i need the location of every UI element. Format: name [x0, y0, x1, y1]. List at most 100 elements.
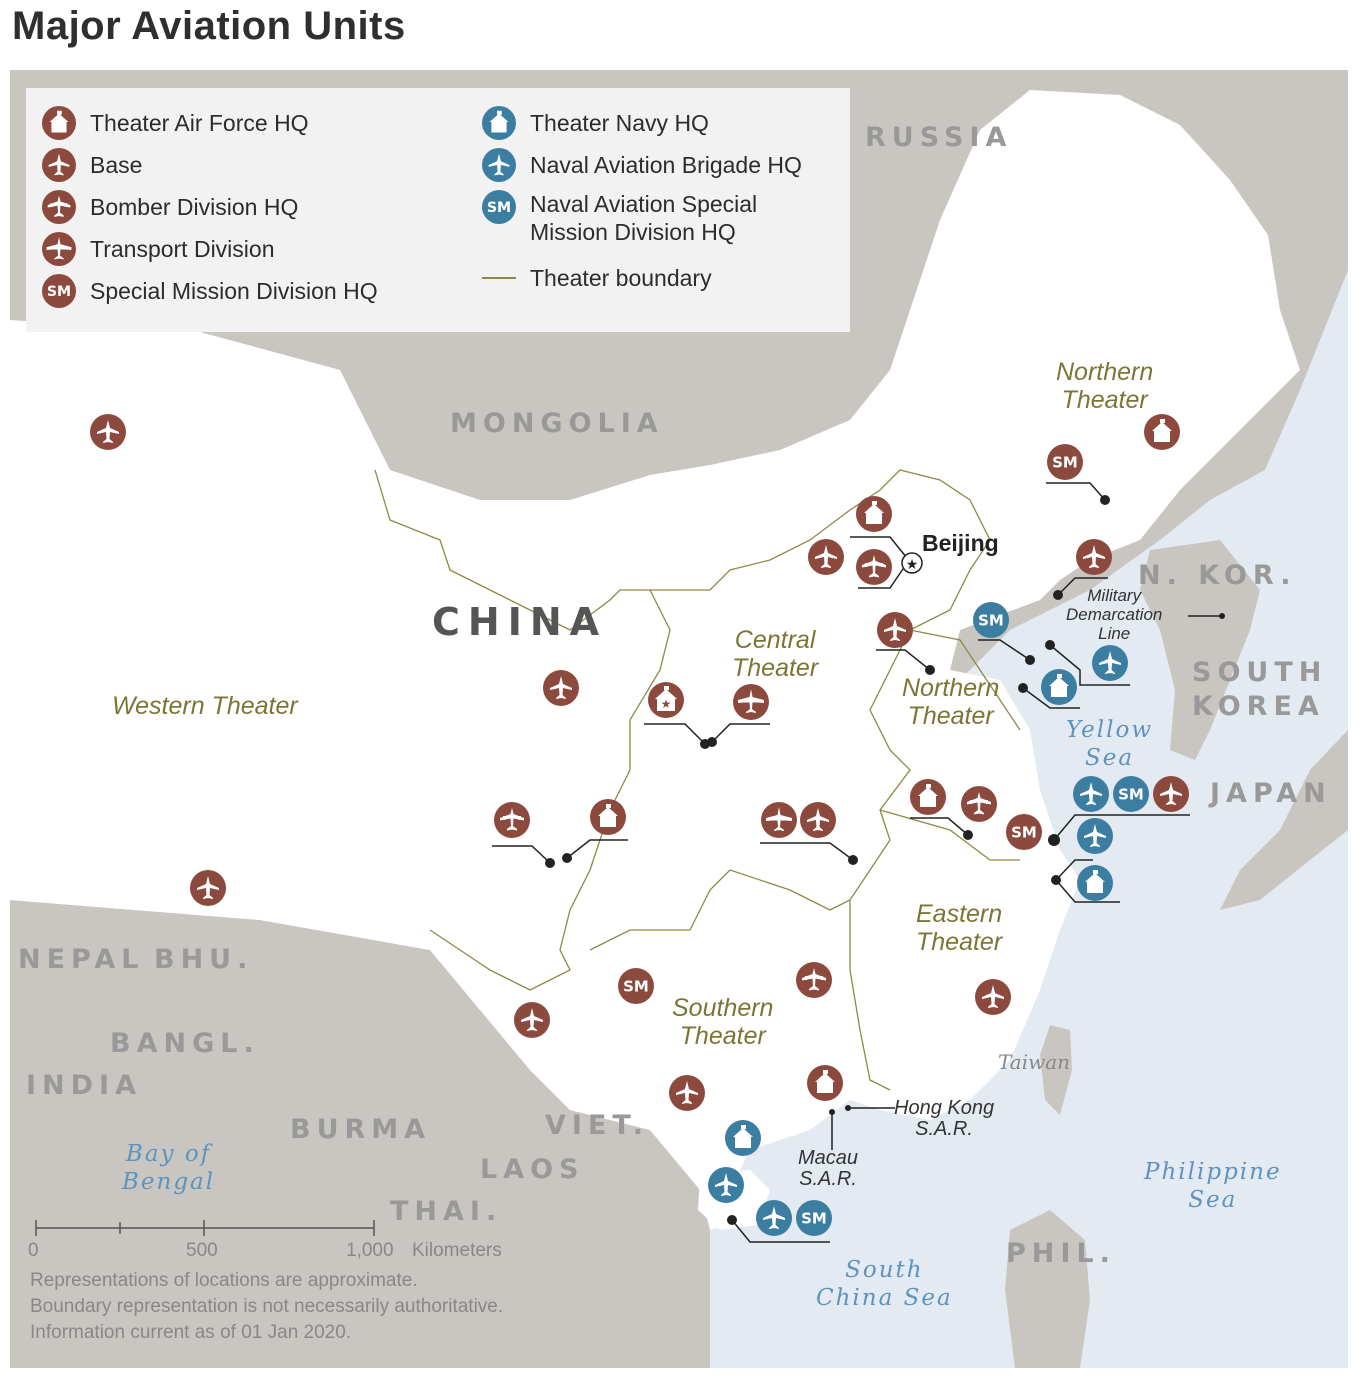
label-line: KOREA — [1192, 691, 1325, 722]
bomber-icon — [961, 786, 997, 822]
label-thailand: THAI. — [390, 1196, 503, 1227]
label-northern-theater-2: Northern Theater — [902, 674, 999, 730]
theater-hq-icon — [807, 1065, 843, 1101]
label-line: Sea — [1188, 1187, 1238, 1213]
label-line: Bay of — [125, 1141, 212, 1167]
taiwan — [1040, 1025, 1072, 1115]
label-philippine-sea: Philippine Sea — [1144, 1158, 1282, 1214]
map-title: Major Aviation Units — [12, 4, 406, 48]
legend: Theater Air Force HQ Base Bomber Divisio… — [26, 88, 850, 332]
label-western-theater: Western Theater — [112, 692, 298, 720]
label-india: INDIA — [26, 1070, 142, 1101]
base-icon — [90, 414, 126, 450]
label-burma: BURMA — [290, 1114, 432, 1145]
label-taiwan: Taiwan — [998, 1050, 1071, 1074]
navy-hq-icon — [1077, 865, 1113, 901]
legend-boundary: Theater boundary — [482, 264, 712, 292]
legend-label: Naval Aviation Brigade HQ — [530, 152, 802, 178]
naval-brigade-icon — [1077, 818, 1113, 854]
label-bhutan: BHU. — [154, 944, 254, 975]
scale-bar — [35, 1220, 375, 1236]
label-line: Hong Kong — [894, 1097, 995, 1119]
theater-hq-icon — [590, 799, 626, 835]
label-philippines: PHIL. — [1006, 1238, 1116, 1269]
beijing-star-icon: ★ — [901, 552, 923, 574]
legend-naval-special: SM Naval Aviation Special Mission Divisio… — [482, 190, 757, 246]
label-line: S.A.R. — [799, 1168, 857, 1190]
boundary-line-icon — [482, 277, 516, 279]
label-line: South — [845, 1257, 924, 1283]
label-japan: JAPAN — [1210, 778, 1332, 809]
legend-base: Base — [42, 148, 142, 182]
theater-hq-icon — [1144, 414, 1180, 450]
label-line: China Sea — [816, 1285, 953, 1311]
map-area: ★ Theater Air Force HQ Base Bomber Divis… — [10, 70, 1348, 1368]
svg-text:SM: SM — [1118, 786, 1144, 804]
label-mongolia: MONGOLIA — [450, 408, 664, 439]
label-central-theater: Central Theater — [732, 626, 818, 682]
label-eastern-theater: Eastern Theater — [916, 900, 1002, 956]
base-icon — [808, 539, 844, 575]
naval-brigade-icon — [756, 1200, 792, 1236]
label-line: Theater — [732, 654, 819, 682]
naval-brigade-icon — [1092, 645, 1128, 681]
leader-lines — [492, 482, 1222, 1243]
legend-special: SM Special Mission Division HQ — [42, 274, 378, 308]
legend-label-line: Naval Aviation Special — [530, 191, 758, 217]
special-mission-icon: SM — [42, 274, 76, 308]
navy-hq-icon — [482, 106, 516, 140]
legend-label: Theater Navy HQ — [530, 110, 709, 136]
label-bay-of-bengal: Bay of Bengal — [122, 1140, 215, 1196]
base-icon — [669, 1075, 705, 1111]
svg-text:★: ★ — [661, 697, 672, 711]
navy-hq-icon — [1041, 669, 1077, 705]
label-line: Southern — [672, 994, 774, 1022]
label-south-korea: SOUTH KOREA — [1192, 656, 1327, 724]
scale-zero: 0 — [28, 1240, 39, 1261]
svg-text:SM: SM — [47, 284, 71, 300]
korea — [1140, 540, 1260, 760]
base-icon — [190, 870, 226, 906]
label-line: Military — [1087, 586, 1142, 605]
base-icon — [514, 1002, 550, 1038]
label-laos: LAOS — [480, 1154, 585, 1185]
label-line: Sea — [1084, 745, 1135, 771]
special-mission-icon: SM — [1047, 444, 1083, 480]
label-line: Theater — [916, 928, 1003, 956]
svg-text:SM: SM — [801, 1210, 827, 1228]
naval-brigade-icon — [1073, 776, 1109, 812]
label-line: Yellow — [1066, 717, 1154, 743]
base-icon — [877, 612, 913, 648]
label-line: Eastern — [916, 900, 1003, 928]
svg-text:SM: SM — [623, 978, 649, 996]
note-approximate: Representations of locations are approxi… — [30, 1270, 418, 1291]
theater-hq-star-icon: ★ — [648, 682, 684, 718]
label-southern-theater: Southern Theater — [672, 994, 773, 1050]
label-line: Philippine — [1144, 1159, 1282, 1185]
label-beijing: Beijing — [922, 530, 999, 556]
legend-label: Bomber Division HQ — [90, 194, 299, 220]
scale-max: 1,000 — [346, 1240, 394, 1261]
transport-icon — [42, 232, 76, 266]
transport-icon — [733, 684, 769, 720]
naval-special-icon: SM — [482, 190, 516, 224]
base-icon — [1076, 539, 1112, 575]
theater-hq-icon — [42, 106, 76, 140]
special-mission-icon: SM — [1006, 814, 1042, 850]
bomber-icon — [494, 802, 530, 838]
svg-text:★: ★ — [906, 557, 919, 573]
label-line: Bengal — [122, 1169, 216, 1195]
base-icon — [800, 802, 836, 838]
base-icon — [1153, 776, 1189, 812]
legend-transport: Transport Division — [42, 232, 274, 266]
legend-label-line: Mission Division HQ — [530, 219, 736, 245]
scale-mid: 500 — [186, 1240, 218, 1261]
label-line: Demarcation — [1066, 605, 1163, 624]
note-boundary: Boundary representation is not necessari… — [30, 1296, 504, 1317]
note-date: Information current as of 01 Jan 2020. — [30, 1322, 352, 1343]
legend-label: Transport Division — [90, 236, 275, 262]
naval-brigade-icon — [708, 1167, 744, 1203]
base-icon — [543, 670, 579, 706]
svg-text:SM: SM — [1011, 824, 1037, 842]
label-line: Northern — [902, 674, 1000, 702]
